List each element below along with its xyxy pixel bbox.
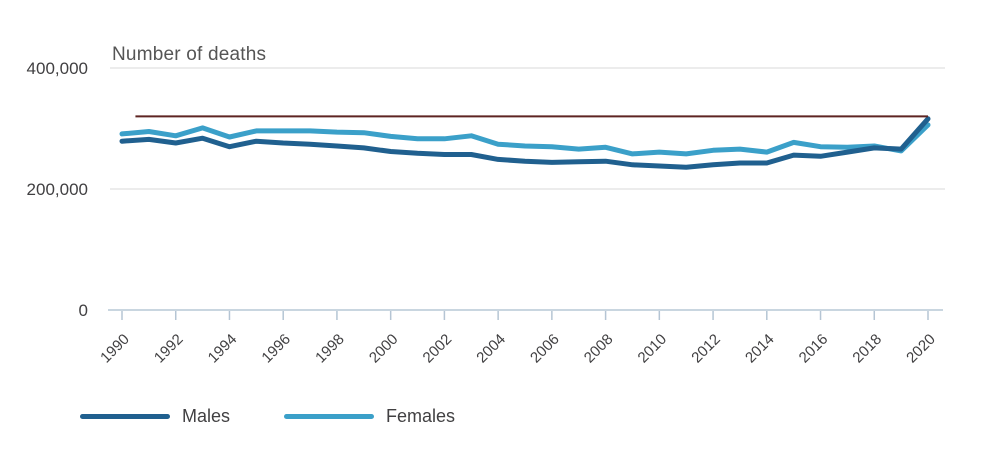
x-axis-tick-label: 2014 [742,331,778,367]
x-axis-tick-label: 1996 [258,331,294,367]
x-axis-tick-label: 2006 [527,331,563,367]
legend-item-males: Males [80,406,230,427]
chart-legend: Males Females [80,406,509,427]
x-axis-tick-label: 2000 [366,331,402,367]
males-line [119,116,931,170]
x-axis-tick-label: 2004 [473,331,509,367]
x-axis-tick-label: 2010 [635,331,671,367]
deaths-line-chart: 0 200,000 400,000 1990 1992 1994 1996 1998 2000 2… [27,59,945,367]
x-axis-tick-label: 2020 [903,331,939,367]
x-axis-tick-label: 2016 [796,331,832,367]
females-line [119,122,931,157]
chart-title: Number of deaths [112,44,267,65]
x-axis-tick-label: 1992 [151,331,187,367]
x-axis-tick-label: 1998 [312,331,348,367]
legend-label-females: Females [386,406,456,426]
y-axis-tick-label: 200,000 [27,180,88,199]
x-axis-tick-label: 1990 [97,331,133,367]
x-axis-tick-label: 2012 [688,331,724,367]
y-axis-tick-label: 400,000 [27,59,88,78]
y-axis-tick-label: 0 [79,301,88,320]
x-axis-tick-label: 2008 [581,331,617,367]
x-axis-tick-label: 2018 [849,331,885,367]
legend-label-males: Males [182,406,231,426]
x-axis-tick-label: 2002 [420,331,456,367]
males-line-swatch [80,414,170,419]
females-line-swatch [284,414,375,419]
x-axis-tick-label: 1994 [205,331,241,367]
legend-item-females: Females [284,406,455,427]
